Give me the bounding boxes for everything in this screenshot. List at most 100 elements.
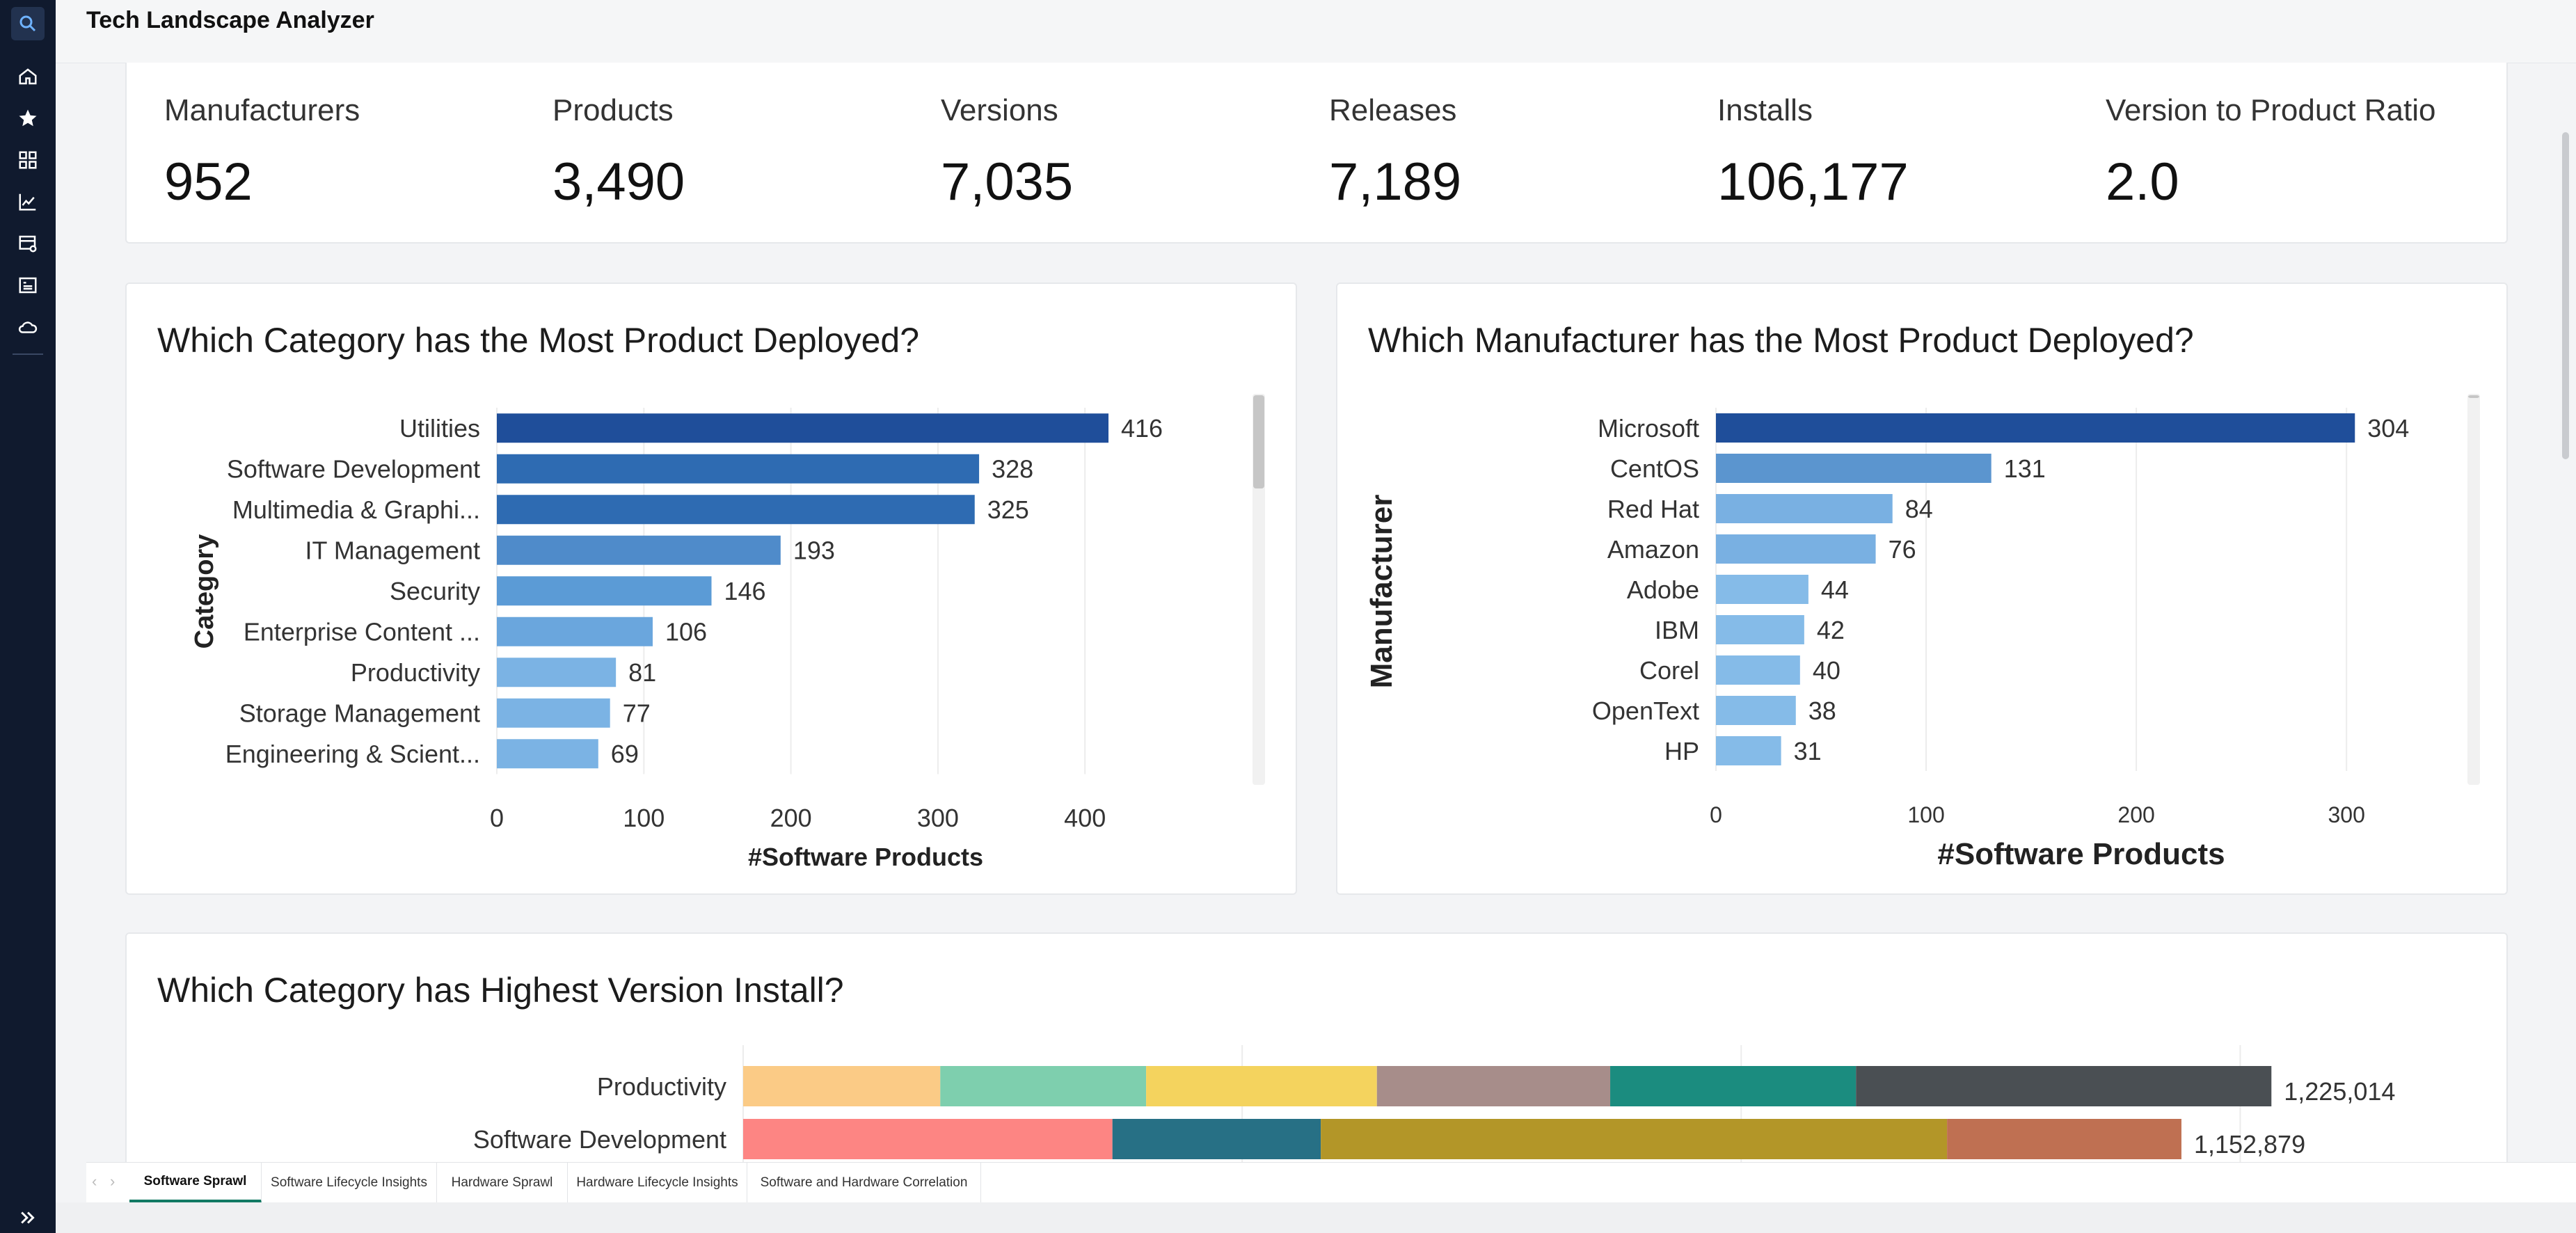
category-label: Security <box>390 577 480 605</box>
category-chart-card: Which Category has the Most Product Depl… <box>125 283 1297 895</box>
version-install-chart-card: Which Category has Highest Version Insta… <box>125 932 2508 1162</box>
category-label: Software Development <box>473 1125 726 1154</box>
kpi-products: Products 3,490 <box>552 93 685 212</box>
data-label: 84 <box>1905 495 1933 523</box>
kpi-releases: Releases 7,189 <box>1329 93 1461 212</box>
data-label: 69 <box>611 740 639 768</box>
chart-scrollbar-thumb <box>1253 395 1264 488</box>
y-axis-title: Category <box>190 534 219 649</box>
kpi-label: Version to Product Ratio <box>2106 93 2436 127</box>
bar-segment <box>1610 1066 1857 1106</box>
bar <box>1716 494 1893 523</box>
bar <box>1716 413 2355 443</box>
bar-segment <box>743 1066 941 1106</box>
kpi-label: Versions <box>941 93 1058 127</box>
kpi-value: 7,189 <box>1329 152 1462 212</box>
chart-scrollbar <box>1253 394 1265 785</box>
tab-software-hardware-correlation[interactable]: Software and Hardware Correlation <box>747 1163 981 1203</box>
x-tick-label: 100 <box>623 804 665 832</box>
expand-nav-icon[interactable] <box>13 1204 43 1232</box>
tab-scroll-left-icon[interactable]: ‹ <box>92 1172 97 1190</box>
bar-segment <box>1376 1066 1611 1106</box>
data-label: 416 <box>1121 414 1163 443</box>
data-label: 38 <box>1808 697 1836 725</box>
kpi-value: 2.0 <box>2106 152 2179 212</box>
category-label: IT Management <box>305 536 480 565</box>
bar <box>1716 736 1781 765</box>
kpi-label: Releases <box>1329 93 1457 127</box>
browse-icon[interactable] <box>11 269 45 302</box>
bar-segment <box>940 1066 1147 1106</box>
category-label: Productivity <box>597 1072 726 1101</box>
status-strip <box>56 1202 2576 1233</box>
category-label: OpenText <box>1592 697 1699 725</box>
data-label: 44 <box>1821 575 1849 604</box>
search-icon[interactable] <box>11 7 45 40</box>
category-label: Enterprise Content ... <box>244 618 480 646</box>
report-canvas: Manufacturers 952 Products 3,490 Version… <box>86 63 2543 1162</box>
tab-hardware-sprawl[interactable]: Hardware Sprawl <box>437 1163 568 1203</box>
bar-segment <box>1321 1119 1948 1159</box>
page-scrollbar[interactable] <box>2561 83 2570 459</box>
kpi-card: Manufacturers 952 Products 3,490 Version… <box>125 63 2508 244</box>
category-label: HP <box>1664 737 1699 765</box>
category-label: Red Hat <box>1607 495 1699 523</box>
data-label: 31 <box>1794 737 1822 765</box>
tab-software-sprawl[interactable]: Software Sprawl <box>129 1163 262 1203</box>
category-label: CentOS <box>1610 454 1699 483</box>
bar <box>497 495 975 525</box>
x-axis-title: #Software Products <box>748 843 983 871</box>
bar <box>497 454 980 484</box>
data-label: 40 <box>1813 656 1840 685</box>
category-label: Corel <box>1639 656 1699 685</box>
category-label: Productivity <box>351 658 480 687</box>
favorites-star-icon[interactable] <box>11 102 45 135</box>
manufacturer-bar-chart: 0 100 200 300 Microsoft 304 CentOS 131 Red Hat 84… <box>1365 394 2480 871</box>
x-tick-label: 400 <box>1064 804 1106 832</box>
tab-software-lifecycle-insights[interactable]: Software Lifecycle Insights <box>262 1163 437 1203</box>
bar <box>497 576 712 606</box>
bar-segment <box>1112 1119 1321 1159</box>
data-label: 1,225,014 <box>2284 1077 2395 1106</box>
page-tabs: ‹ › Software Sprawl Software Lifecycle I… <box>86 1162 2576 1203</box>
chart-scrollbar-thumb <box>2468 395 2479 398</box>
tab-scroll-right-icon[interactable]: › <box>110 1172 116 1190</box>
data-label: 77 <box>623 699 651 728</box>
category-bar-chart: 0 100 200 300 400 Utilities 416 Software Develo… <box>190 394 1265 871</box>
data-label: 328 <box>992 455 1033 484</box>
x-tick-label: 200 <box>770 804 812 832</box>
version-install-stacked-chart: Productivity 1,225,014 Software Developmen… <box>473 1045 2395 1162</box>
category-label: Amazon <box>1607 535 1699 564</box>
home-icon[interactable] <box>11 60 45 93</box>
category-label: Utilities <box>399 414 480 443</box>
bar <box>497 658 617 687</box>
chart-title: Which Category has Highest Version Insta… <box>157 971 844 1010</box>
kpi-label: Products <box>552 93 674 127</box>
bar <box>1716 534 1876 564</box>
page-scrollbar-thumb[interactable] <box>2562 132 2569 459</box>
tab-hardware-lifecycle-insights[interactable]: Hardware Lifecycle Insights <box>568 1163 747 1203</box>
bar-segment <box>1947 1119 2181 1159</box>
category-label: Adobe <box>1627 575 1699 604</box>
data-label: 1,152,879 <box>2194 1130 2305 1159</box>
kpi-label: Manufacturers <box>164 93 360 127</box>
bar <box>497 413 1109 443</box>
metrics-icon[interactable] <box>11 185 45 218</box>
x-tick-label: 100 <box>1907 802 1944 827</box>
onelake-icon[interactable] <box>11 310 45 344</box>
bar <box>1716 615 1804 644</box>
category-label: Software Development <box>227 455 480 484</box>
apps-grid-icon[interactable] <box>11 143 45 177</box>
category-label: Multimedia & Graphi... <box>232 495 480 524</box>
workspace-icon[interactable] <box>11 227 45 260</box>
x-tick-label: 300 <box>2328 802 2364 827</box>
data-label: 76 <box>1889 535 1916 564</box>
x-axis-title: #Software Products <box>1937 837 2225 871</box>
kpi-value: 3,490 <box>552 152 685 212</box>
bar <box>497 535 781 565</box>
bar-segment <box>1856 1066 2272 1106</box>
kpi-version-product-ratio: Version to Product Ratio 2.0 <box>2106 93 2435 212</box>
kpi-value: 952 <box>164 152 253 212</box>
chart-scrollbar <box>2467 394 2480 785</box>
data-label: 106 <box>665 618 707 646</box>
